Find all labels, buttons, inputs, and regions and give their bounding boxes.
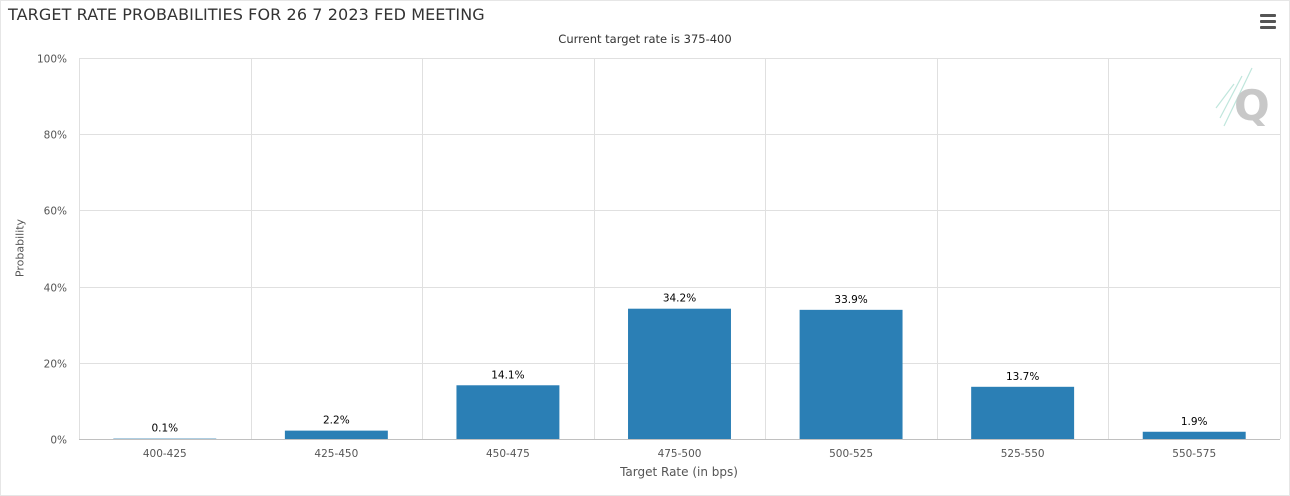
hamburger-menu-icon[interactable] [1258,12,1278,30]
data-label: 14.1% [491,369,524,381]
svg-text:Q: Q [1234,81,1270,130]
bar [971,386,1075,439]
y-tick-label: 60% [44,206,67,218]
bar [456,385,560,439]
bar [628,308,731,439]
x-axis-title: Target Rate (in bps) [620,465,738,479]
data-label: 33.9% [834,294,867,306]
y-tick-label: 0% [50,435,67,447]
data-label: 2.2% [323,415,350,427]
y-tick-label: 20% [44,359,67,371]
data-label: 34.2% [663,293,696,305]
x-tick-label: 500-525 [829,448,873,460]
x-tick-label: 450-475 [486,448,530,460]
data-label: 13.7% [1006,371,1039,383]
bar [1142,431,1246,439]
quikstrike-q-logo-icon: Q [1212,66,1272,138]
x-tick-label: 425-450 [314,448,358,460]
chart-subtitle: Current target rate is 375-400 [558,32,732,46]
y-tick-label: 40% [44,283,67,295]
x-tick-label: 475-500 [658,448,702,460]
x-tick-label: 550-575 [1172,448,1216,460]
data-label: 1.9% [1181,416,1208,428]
y-tick-label: 100% [37,54,67,66]
chart-title: TARGET RATE PROBABILITIES FOR 26 7 2023 … [8,5,485,24]
y-tick-label: 80% [44,130,67,142]
x-tick-label: 400-425 [143,448,187,460]
x-tick-label: 525-550 [1001,448,1045,460]
data-label: 0.1% [151,423,178,435]
bar [799,309,903,439]
bar [284,430,388,439]
